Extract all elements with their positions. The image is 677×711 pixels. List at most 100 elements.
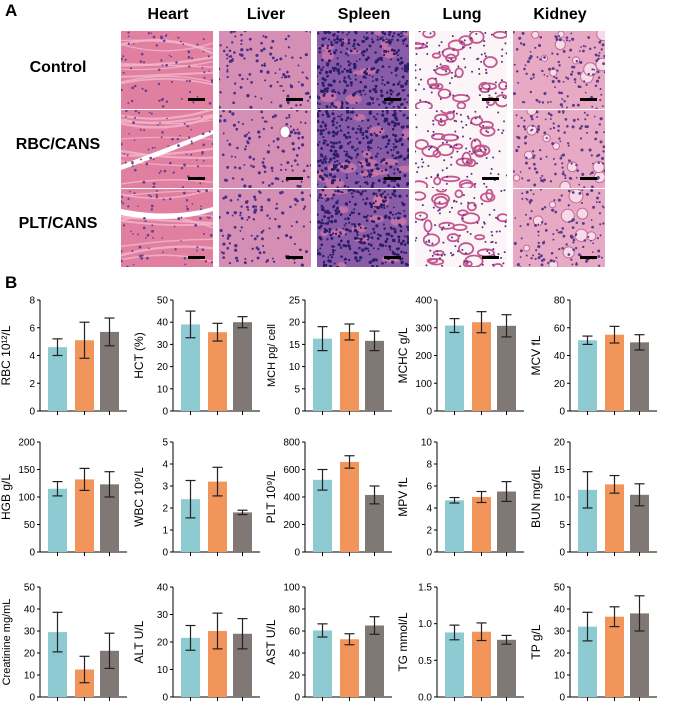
bar-tp-control — [578, 626, 597, 697]
y-tick-label-mchc: 400 — [415, 296, 432, 307]
y-axis-label-mch: MCH pg/ cell — [266, 324, 278, 387]
micrograph-spleen-rbc-cans — [317, 110, 409, 188]
bar-rbc-control — [48, 347, 67, 411]
y-tick-label-bun: 15 — [554, 465, 566, 476]
y-tick-label-mchc: 100 — [415, 379, 432, 390]
y-tick-label-mpv: 4 — [426, 504, 432, 515]
bar-mch-control — [313, 338, 332, 411]
y-tick-label-hct: 10 — [157, 384, 169, 395]
scale-bar — [482, 177, 499, 180]
panel-b-letter: B — [5, 273, 18, 292]
bar-mchc-control — [445, 325, 464, 411]
y-axis-label-mchc: MCHC g/L — [396, 327, 410, 383]
panel-a-letter: A — [5, 1, 18, 20]
bar-mpv-control — [445, 500, 464, 552]
y-tick-label-rbc: 4 — [29, 351, 35, 362]
bar-mcv-plt-cans — [630, 342, 649, 411]
y-tick-label-hgb: 0 — [29, 548, 35, 559]
y-tick-label-mpv: 6 — [426, 482, 432, 493]
bar-wbc-control — [181, 499, 200, 552]
bar-tg-rbc-cans — [472, 631, 491, 697]
y-tick-label-alt: 20 — [157, 638, 169, 649]
y-tick-label-plt: 800 — [283, 438, 300, 449]
y-tick-label-tp: 50 — [554, 583, 566, 594]
bar-hct-rbc-cans — [208, 332, 227, 411]
bar-ast-rbc-cans — [340, 639, 359, 697]
bar-creatinine-plt-cans — [100, 650, 119, 697]
bar-plt-control — [313, 479, 332, 552]
bar-hgb-control — [48, 488, 67, 552]
y-tick-label-mcv: 60 — [554, 323, 566, 334]
micrograph-kidney-control — [513, 31, 605, 109]
y-tick-label-tp: 40 — [554, 605, 566, 616]
bar-tg-control — [445, 632, 464, 697]
y-tick-label-alt: 10 — [157, 665, 169, 676]
y-tick-label-mchc: 200 — [415, 351, 432, 362]
y-tick-label-ast: 0 — [294, 693, 300, 704]
y-tick-label-rbc: 8 — [29, 296, 35, 307]
y-tick-label-mch: 5 — [294, 384, 300, 395]
y-axis-label-hct: HCT (%) — [132, 332, 146, 378]
y-tick-label-ast: 100 — [283, 583, 300, 594]
micrograph-heart-control — [121, 31, 213, 109]
y-tick-label-alt: 30 — [157, 610, 169, 621]
y-tick-label-plt: 200 — [283, 520, 300, 531]
bar-alt-rbc-cans — [208, 631, 227, 697]
micrograph-kidney-plt-cans — [513, 189, 605, 267]
bar-tp-plt-cans — [630, 613, 649, 697]
micrograph-heart-rbc-cans — [121, 110, 213, 188]
micrograph-lung-rbc-cans — [415, 110, 507, 188]
bar-mpv-rbc-cans — [472, 497, 491, 552]
bar-creatinine-control — [48, 632, 67, 697]
y-tick-label-ast: 40 — [289, 649, 301, 660]
y-tick-label-tg: 0.0 — [418, 693, 432, 704]
bar-tp-rbc-cans — [605, 616, 624, 697]
scale-bar — [188, 98, 205, 101]
bar-plt-rbc-cans — [340, 461, 359, 552]
y-tick-label-hgb: 100 — [18, 493, 35, 504]
y-tick-label-plt: 0 — [294, 548, 300, 559]
bar-ast-control — [313, 630, 332, 697]
y-tick-label-plt: 400 — [283, 493, 300, 504]
column-heading-heart: Heart — [147, 6, 189, 23]
scale-bar — [482, 256, 499, 259]
bar-bun-control — [578, 489, 597, 552]
y-tick-label-ast: 80 — [289, 605, 301, 616]
y-tick-label-tp: 20 — [554, 649, 566, 660]
column-heading-kidney: Kidney — [533, 6, 587, 23]
bar-hgb-plt-cans — [100, 484, 119, 552]
scale-bar — [384, 256, 401, 259]
bar-mch-plt-cans — [365, 340, 384, 411]
scale-bar — [286, 177, 303, 180]
y-axis-label-wbc: WBC 10⁹/L — [132, 467, 146, 527]
column-heading-liver: Liver — [246, 6, 286, 23]
scale-bar — [188, 177, 205, 180]
y-tick-label-rbc: 2 — [29, 379, 35, 390]
scale-bar — [384, 177, 401, 180]
bar-plt-plt-cans — [365, 494, 384, 552]
y-tick-label-mcv: 20 — [554, 379, 566, 390]
y-tick-label-ast: 60 — [289, 627, 301, 638]
y-tick-label-bun: 0 — [559, 548, 565, 559]
y-axis-label-bun: BUN mg/dL — [529, 466, 543, 528]
y-tick-label-wbc: 2 — [162, 504, 168, 515]
bar-tg-plt-cans — [497, 639, 516, 697]
y-tick-label-hct: 0 — [162, 407, 168, 418]
y-tick-label-creatinine: 30 — [24, 627, 36, 638]
y-tick-label-wbc: 5 — [162, 438, 168, 449]
bar-wbc-plt-cans — [233, 512, 252, 552]
y-tick-label-tg: 1.0 — [418, 619, 432, 630]
bar-mch-rbc-cans — [340, 331, 359, 411]
y-tick-label-tp: 30 — [554, 627, 566, 638]
y-tick-label-rbc: 0 — [29, 407, 35, 418]
micrograph-spleen-control — [317, 31, 409, 109]
y-tick-label-mchc: 300 — [415, 323, 432, 334]
scale-bar — [286, 256, 303, 259]
y-tick-label-hct: 30 — [157, 340, 169, 351]
bar-mcv-rbc-cans — [605, 334, 624, 411]
bar-hgb-rbc-cans — [75, 479, 94, 552]
bar-mchc-rbc-cans — [472, 322, 491, 411]
y-axis-label-tp: TP g/L — [529, 624, 543, 659]
y-tick-label-creatinine: 10 — [24, 671, 36, 682]
